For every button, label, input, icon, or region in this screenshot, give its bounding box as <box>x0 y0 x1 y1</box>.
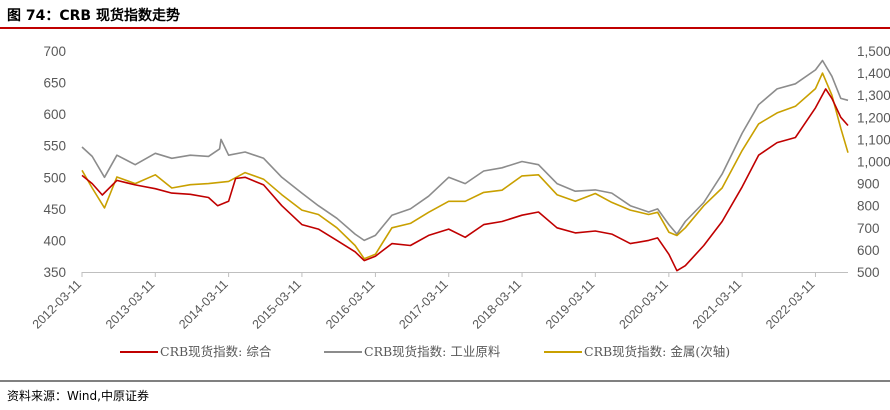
figure-title: 图 74：CRB 现货指数走势 <box>7 7 180 24</box>
x-tick-label: 2012-03-11 <box>30 277 84 331</box>
right-axis-ticks: 500 600 700 800 900 1,000 1,100 1,200 1,300 1,400… <box>857 44 890 280</box>
legend-label: CRB现货指数: 综合 <box>160 344 272 359</box>
series-line-metals <box>81 72 849 260</box>
x-tick-label: 2021-03-11 <box>690 277 744 331</box>
left-tick-label: 500 <box>43 170 66 185</box>
left-tick-label: 450 <box>43 202 66 217</box>
x-axis-ticks: 2012-03-11 2013-03-11 2014-03-11 2015-03-11… <box>30 272 818 332</box>
series-line-industrial <box>81 59 849 242</box>
plot-area <box>81 59 849 273</box>
x-tick-label: 2016-03-11 <box>323 277 377 331</box>
x-tick-label: 2022-03-11 <box>763 277 817 331</box>
right-tick-label: 900 <box>857 177 880 192</box>
x-tick-label: 2018-03-11 <box>470 277 524 331</box>
x-tick-label: 2014-03-11 <box>176 277 230 331</box>
legend-label: CRB现货指数: 工业原料 <box>364 344 501 359</box>
legend-label: CRB现货指数: 金属(次轴) <box>584 344 730 359</box>
left-tick-label: 700 <box>43 44 66 59</box>
left-axis-ticks: 350 400 450 500 550 600 650 700 <box>43 44 66 280</box>
left-tick-label: 600 <box>43 107 66 122</box>
right-tick-label: 1,300 <box>857 88 890 103</box>
right-tick-label: 500 <box>857 265 880 280</box>
right-tick-label: 800 <box>857 199 880 214</box>
right-tick-label: 600 <box>857 243 880 258</box>
x-tick-label: 2020-03-11 <box>617 277 671 331</box>
left-tick-label: 350 <box>43 265 66 280</box>
left-tick-label: 550 <box>43 139 66 154</box>
right-tick-label: 1,200 <box>857 110 890 125</box>
right-tick-label: 1,100 <box>857 132 890 147</box>
x-tick-label: 2013-03-11 <box>103 277 157 331</box>
x-tick-label: 2015-03-11 <box>250 277 304 331</box>
right-tick-label: 1,500 <box>857 44 890 59</box>
series-line-composite <box>81 88 849 272</box>
left-tick-label: 650 <box>43 76 66 91</box>
right-tick-label: 1,400 <box>857 66 890 81</box>
left-tick-label: 400 <box>43 233 66 248</box>
source-note: 资料来源：Wind,中原证券 <box>7 388 149 403</box>
chart-legend: CRB现货指数: 综合 CRB现货指数: 工业原料 CRB现货指数: 金属(次轴) <box>120 344 730 359</box>
right-tick-label: 700 <box>857 221 880 236</box>
x-tick-label: 2017-03-11 <box>396 277 450 331</box>
x-tick-label: 2019-03-11 <box>543 277 597 331</box>
right-tick-label: 1,000 <box>857 155 890 170</box>
